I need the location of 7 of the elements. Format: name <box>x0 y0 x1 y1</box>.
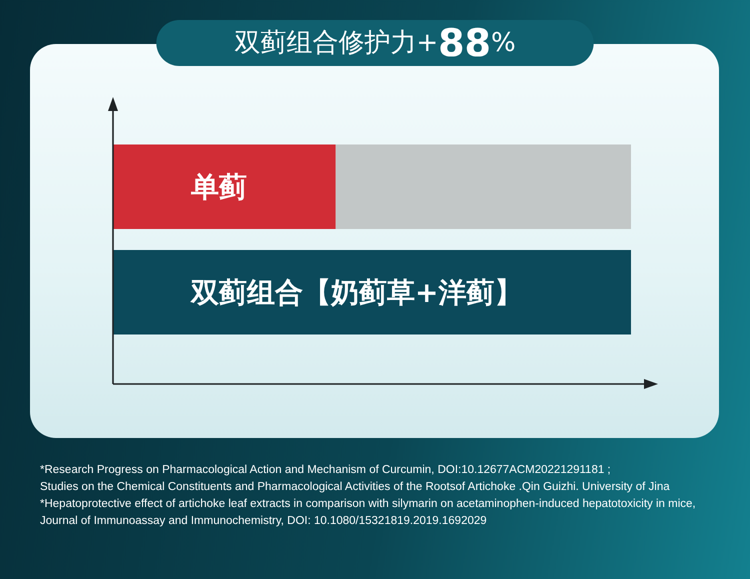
text: *Hepatoprotective effect of artichoke leaf extracts in comparison with silymarin on acetaminophen-induced hepatotoxicity in mice, <box>40 498 696 510</box>
y-tick-label: 单蓟 <box>190 170 247 204</box>
text: Studies on the Chemical Constituents and Pharmacological Activities of the Rootsof Artichoke .Qin Guizhi. University of Jina <box>40 481 670 493</box>
text: *Research Progress on Pharmacological Action and Mechanism of Curcumin, DOI:10.12677ACM20221291181 ; <box>40 464 611 476</box>
chart-title: 双蓟组合修护力+88% <box>234 21 516 65</box>
y-tick-label: 双蓟组合【奶蓟草+洋蓟】 <box>190 276 522 309</box>
text: Journal of Immunoassay and Immunochemistry, DOI: 10.1080/15321819.2019.1692029 <box>40 515 487 527</box>
